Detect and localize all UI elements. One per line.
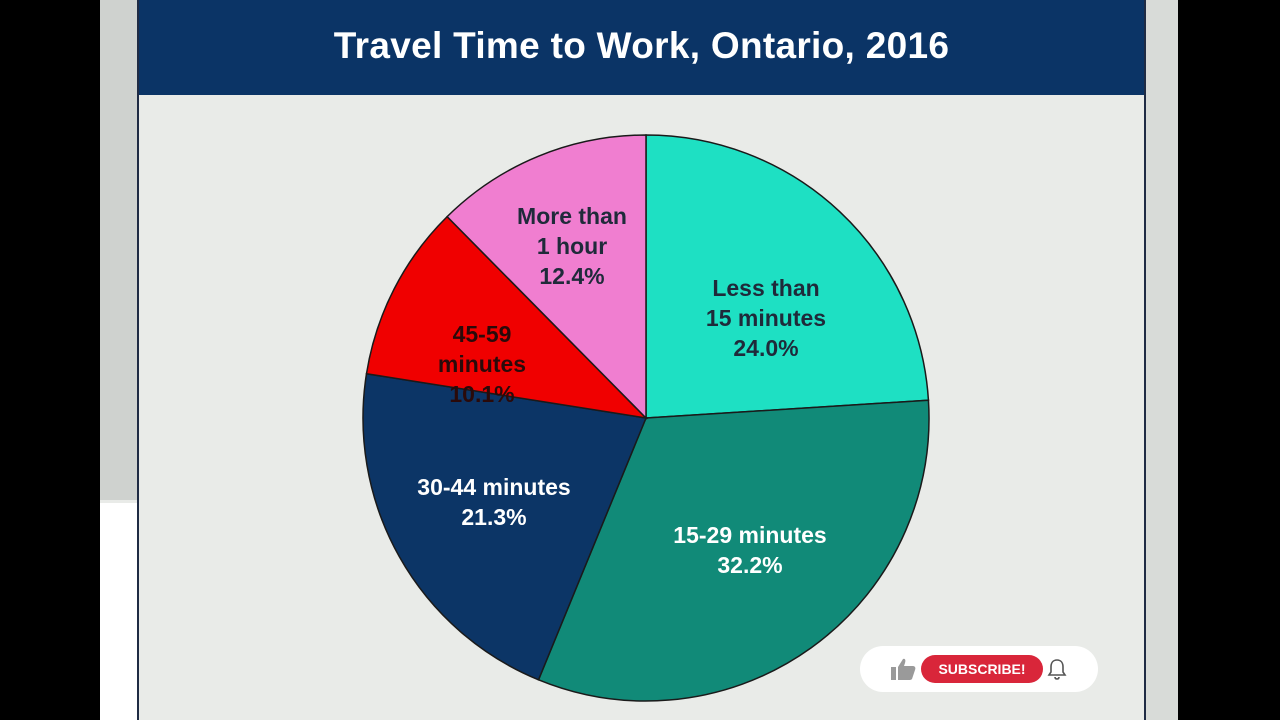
slice-label-3: 45-59 minutes 10.1% bbox=[438, 321, 526, 407]
white-patch bbox=[100, 503, 137, 720]
slice-label-line: 45-59 bbox=[453, 321, 512, 347]
slice-label-line: 24.0% bbox=[733, 335, 798, 361]
slice-label-line: 32.2% bbox=[717, 552, 782, 578]
slice-label-line: 21.3% bbox=[461, 504, 526, 530]
title-bar: Travel Time to Work, Ontario, 2016 bbox=[139, 0, 1144, 95]
slice-label-line: 30-44 minutes bbox=[417, 474, 570, 500]
slice-label-line: 15-29 minutes bbox=[673, 522, 826, 548]
slice-label-1: 15-29 minutes 32.2% bbox=[673, 522, 826, 578]
right-edge bbox=[1146, 0, 1178, 720]
slice-label-4: More than 1 hour 12.4% bbox=[517, 203, 627, 289]
slice-label-line: More than bbox=[517, 203, 627, 229]
slice-label-0: Less than 15 minutes 24.0% bbox=[706, 275, 826, 361]
bell-icon[interactable] bbox=[1046, 658, 1068, 680]
thumbs-up-icon[interactable] bbox=[890, 657, 916, 681]
chart-title: Travel Time to Work, Ontario, 2016 bbox=[333, 24, 950, 66]
slice-label-line: 15 minutes bbox=[706, 305, 826, 331]
pie-slice-0 bbox=[645, 134, 930, 419]
slice-label-line: Less than bbox=[712, 275, 819, 301]
left-edge bbox=[100, 0, 137, 500]
slice-label-line: 1 hour bbox=[537, 233, 607, 259]
pie-slice-3 bbox=[365, 215, 649, 420]
pie-slice-2 bbox=[362, 372, 648, 681]
slice-label-line: 12.4% bbox=[539, 263, 604, 289]
slice-label-line: minutes bbox=[438, 351, 526, 377]
pie-slice-4 bbox=[446, 134, 647, 420]
subscribe-button[interactable]: SUBSCRIBE! bbox=[921, 655, 1043, 683]
pie-slice-1 bbox=[537, 399, 930, 702]
subscribe-overlay: SUBSCRIBE! bbox=[860, 646, 1098, 692]
slice-label-2: 30-44 minutes 21.3% bbox=[417, 474, 570, 530]
slice-label-line: 10.1% bbox=[449, 381, 514, 407]
